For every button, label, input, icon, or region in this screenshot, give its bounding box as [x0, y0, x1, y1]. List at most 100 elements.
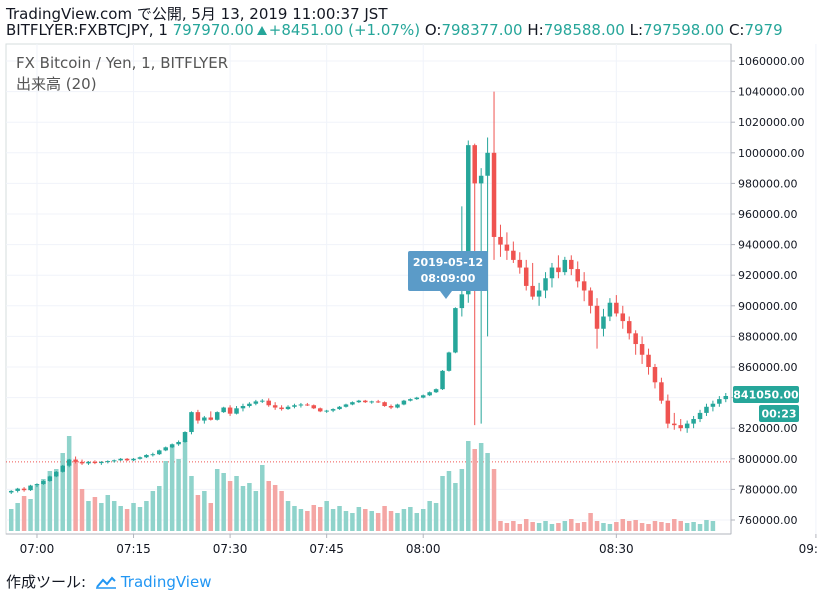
candle[interactable] — [292, 403, 297, 409]
candle[interactable] — [41, 480, 46, 485]
candle[interactable] — [343, 403, 349, 408]
candle[interactable] — [530, 262, 535, 300]
candle[interactable] — [588, 287, 593, 314]
candle[interactable] — [285, 405, 291, 410]
candle[interactable] — [388, 404, 394, 410]
candle[interactable] — [691, 415, 696, 429]
candle[interactable] — [395, 403, 400, 409]
candle[interactable] — [279, 405, 284, 411]
candle[interactable] — [73, 456, 78, 464]
candle[interactable] — [350, 401, 355, 406]
candle[interactable] — [614, 295, 619, 317]
candle[interactable] — [569, 255, 574, 276]
candle[interactable] — [401, 399, 407, 406]
candle[interactable] — [105, 460, 111, 464]
candle[interactable] — [131, 458, 136, 462]
candle[interactable] — [66, 458, 72, 468]
candle[interactable] — [311, 404, 317, 410]
time-axis[interactable]: 07:00 07:15 07:30 07:45 08:00 08:30 09:01 — [20, 534, 817, 556]
candle[interactable] — [47, 475, 53, 482]
candle[interactable] — [665, 394, 671, 429]
candle[interactable] — [511, 241, 516, 263]
candle[interactable] — [575, 261, 580, 288]
candle[interactable] — [639, 336, 645, 364]
candle[interactable] — [697, 409, 703, 423]
candle[interactable] — [298, 402, 304, 408]
candle[interactable] — [266, 398, 271, 407]
candle[interactable] — [124, 458, 130, 462]
candle[interactable] — [601, 308, 606, 337]
series-legend[interactable]: FX Bitcoin / Yen, 1, BITFLYER — [16, 54, 229, 72]
candle[interactable] — [446, 351, 452, 372]
candle[interactable] — [202, 415, 207, 424]
candle[interactable] — [189, 411, 194, 435]
candle[interactable] — [137, 456, 143, 460]
candle[interactable] — [8, 490, 14, 494]
candle[interactable] — [594, 298, 600, 349]
candle[interactable] — [111, 459, 117, 463]
candle[interactable] — [556, 255, 561, 279]
candle[interactable] — [221, 406, 226, 413]
candle[interactable] — [240, 403, 246, 412]
candle[interactable] — [99, 461, 104, 465]
candle[interactable] — [549, 262, 555, 288]
candle[interactable] — [157, 449, 162, 455]
candle[interactable] — [382, 401, 387, 407]
candle[interactable] — [34, 483, 40, 488]
candle[interactable] — [375, 399, 381, 403]
candle[interactable] — [562, 256, 568, 276]
candle[interactable] — [684, 420, 690, 433]
candle[interactable] — [15, 487, 20, 493]
candle[interactable] — [253, 399, 259, 406]
candle[interactable] — [247, 402, 252, 408]
candle[interactable] — [324, 409, 329, 413]
candle[interactable] — [427, 391, 432, 397]
candle[interactable] — [626, 316, 632, 340]
candle[interactable] — [485, 137, 490, 337]
candle[interactable] — [234, 406, 239, 415]
candle[interactable] — [272, 402, 278, 410]
candle[interactable] — [633, 330, 638, 355]
candle[interactable] — [517, 252, 523, 274]
candle[interactable] — [118, 458, 123, 462]
candle[interactable] — [414, 396, 420, 400]
candle[interactable] — [710, 400, 716, 412]
candle[interactable] — [28, 484, 33, 491]
candle[interactable] — [581, 272, 587, 302]
candle[interactable] — [369, 400, 374, 404]
candle[interactable] — [523, 259, 529, 291]
candle[interactable] — [182, 431, 188, 443]
candle[interactable] — [433, 388, 439, 394]
candle[interactable] — [659, 377, 664, 404]
candle[interactable] — [478, 168, 484, 424]
candle[interactable] — [330, 408, 336, 413]
candle[interactable] — [86, 461, 91, 465]
candle[interactable] — [498, 224, 503, 257]
tradingview-brand-link[interactable]: TradingView — [120, 573, 212, 591]
candle[interactable] — [363, 399, 368, 403]
candle[interactable] — [305, 402, 310, 407]
candle[interactable] — [150, 452, 156, 457]
candle[interactable] — [176, 440, 181, 446]
candle[interactable] — [21, 487, 27, 492]
candle[interactable] — [704, 403, 709, 416]
candle[interactable] — [672, 412, 677, 430]
candle[interactable] — [79, 459, 85, 465]
candle[interactable] — [169, 443, 175, 449]
candle[interactable] — [144, 454, 149, 459]
candle[interactable] — [408, 398, 413, 402]
candle[interactable] — [317, 407, 323, 413]
candle[interactable] — [536, 282, 542, 306]
candle[interactable] — [208, 411, 214, 421]
candle[interactable] — [337, 406, 342, 410]
candle[interactable] — [214, 411, 220, 421]
volume-legend[interactable]: 出来高 (20) — [16, 75, 97, 93]
candle[interactable] — [607, 298, 613, 322]
candle[interactable] — [646, 348, 651, 375]
candle[interactable] — [260, 399, 265, 403]
candle[interactable] — [453, 307, 458, 354]
candle[interactable] — [195, 409, 201, 424]
candles[interactable] — [8, 91, 729, 494]
candle[interactable] — [491, 91, 497, 260]
